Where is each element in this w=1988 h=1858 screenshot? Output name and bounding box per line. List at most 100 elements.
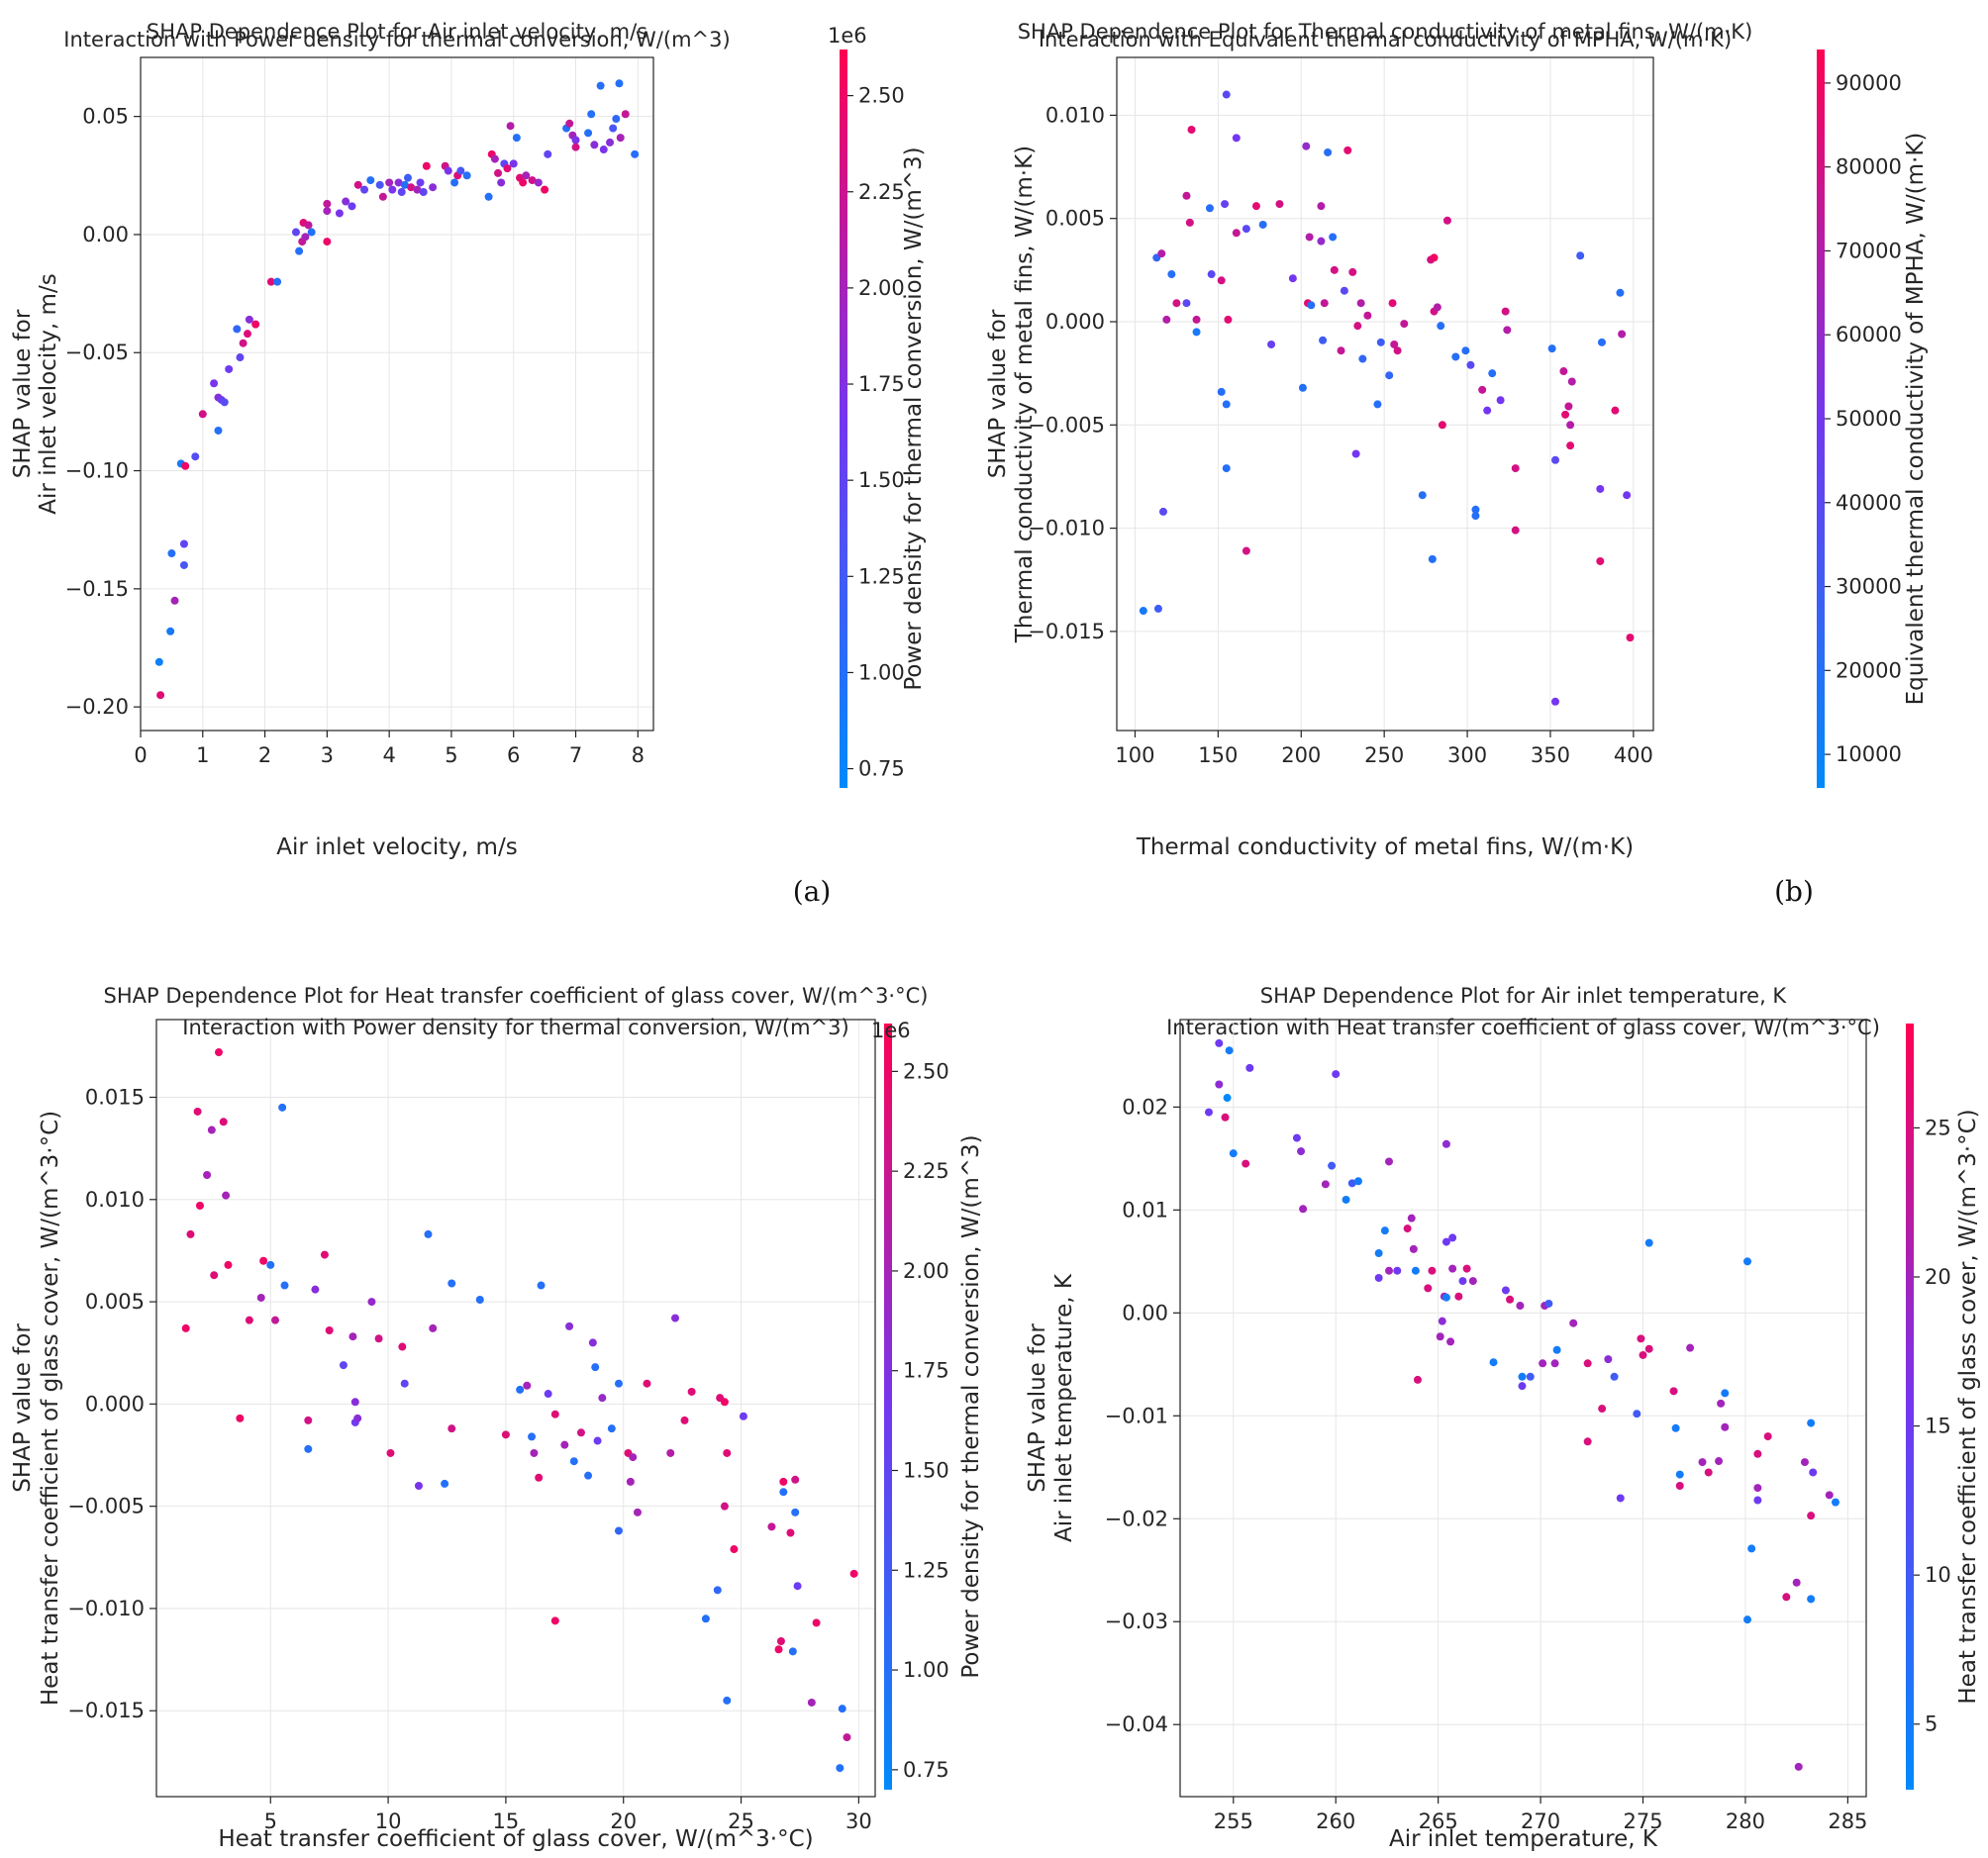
y-tick-label: 0.00 [1122,1301,1168,1324]
scatter-point [776,1637,785,1645]
scatter-point [1205,204,1214,213]
scatter-point [1207,270,1216,279]
scatter-point [599,146,608,154]
scatter-point [181,1323,190,1332]
scatter-point [207,1125,216,1134]
scatter-point [494,168,503,177]
grid [156,1020,875,1797]
scatter-point [1451,352,1460,361]
scatter-point [1544,1299,1553,1308]
scatter-point [1564,402,1573,411]
scatter-point [791,1475,800,1484]
scatter-point [571,136,580,145]
scatter-point [1471,505,1480,514]
y-tick-label: −0.03 [1105,1610,1168,1633]
colorbar [884,1024,892,1790]
x-tick-label: 5 [264,1809,277,1833]
scatter-point [584,129,593,138]
scatter-point [550,1410,559,1418]
x-tick-label: 25 [728,1809,754,1833]
scatter-point [156,691,165,700]
plot-frame [140,56,654,732]
scatter-point [1222,464,1231,473]
scatter-point [311,1285,320,1294]
scatter-point [1221,1113,1230,1122]
scatter-point [1288,274,1297,283]
scatter-point [398,1342,407,1351]
x-tick-label: 2 [258,743,271,767]
scatter-point [450,178,459,187]
scatter-point [243,330,251,339]
chart-title: SHAP Dependence Plot for Thermal conduct… [1018,20,1753,44]
scatter-point [400,1379,409,1388]
scatter-point [1596,556,1605,565]
scatter-point [519,178,528,187]
x-tick-label: 0 [134,743,147,767]
scatter-point [1644,1238,1653,1247]
x-tick-label: 7 [569,743,582,767]
scatter-point [198,410,207,419]
scatter-point [1428,554,1437,563]
scatter-point [1747,1544,1756,1553]
scatter-point [167,549,176,558]
scatter-point [671,1314,680,1322]
scatter-point [1576,251,1585,260]
scatter-point [375,180,384,189]
plot-frame [1179,1019,1867,1798]
x-tick-label: 20 [610,1809,637,1833]
panel-letter: (a) [793,875,832,908]
scatter-point [1567,377,1576,386]
scatter-point [1343,146,1352,154]
colorbar-tick-label: 25 [1925,1116,1951,1139]
scatter-point [1478,385,1487,394]
x-tick-label: 10 [375,1809,402,1833]
scatter-point [1298,383,1307,392]
colorbar-tick-label: 0.75 [903,1758,949,1782]
scatter-point [1552,1345,1561,1354]
panel-letter: (b) [1774,875,1814,908]
scatter-point [1436,1332,1444,1341]
colorbar-tick-label: 70000 [1836,239,1902,262]
scatter-point [1686,1343,1695,1352]
scatter-point [1221,200,1230,209]
scatter-point [323,207,332,216]
scatter-point [1598,1405,1607,1414]
colorbar-tick-label: 1.00 [903,1658,949,1682]
scatter-point [348,1332,357,1341]
scatter-point [222,1191,231,1200]
colorbar-tick-label: 30000 [1836,575,1902,599]
x-tick-label: 350 [1531,743,1570,767]
y-tick-label: 0.015 [85,1086,145,1110]
scatter-point [774,1645,783,1654]
y-axis-label-line: Air inlet velocity, m/s [36,273,61,514]
scatter-point [1302,142,1311,150]
x-tick-label: 300 [1447,743,1487,767]
scatter-point [1204,1108,1213,1117]
scatter-point [535,1473,544,1482]
scatter-point [1721,1389,1730,1398]
scatter-point [1332,1070,1341,1079]
scatter-point [1511,526,1520,535]
plot-frame [1116,56,1654,732]
x-tick-label: 260 [1316,1809,1355,1833]
scatter-point [490,154,499,163]
scatter-point [1433,303,1441,312]
scatter-point [1461,346,1470,355]
scatter-point [522,171,531,180]
scatter-point [509,159,518,168]
scatter-point [304,1416,313,1424]
scatter-point [569,1457,578,1466]
y-tick-label: −0.010 [1028,517,1105,540]
scatter-point [1825,1491,1834,1500]
scatter-point [245,315,253,324]
y-tick-label: −0.20 [65,695,129,719]
x-tick-label: 6 [507,743,520,767]
scatter-point [1167,270,1176,279]
scatter-point [225,364,234,373]
scatter-point [1217,276,1226,285]
scatter-point [530,1448,539,1457]
scatter-point [1610,1372,1619,1381]
scatter-point [1376,338,1385,346]
y-axis-label-line: Heat transfer coefficient of glass cover… [38,1111,63,1706]
